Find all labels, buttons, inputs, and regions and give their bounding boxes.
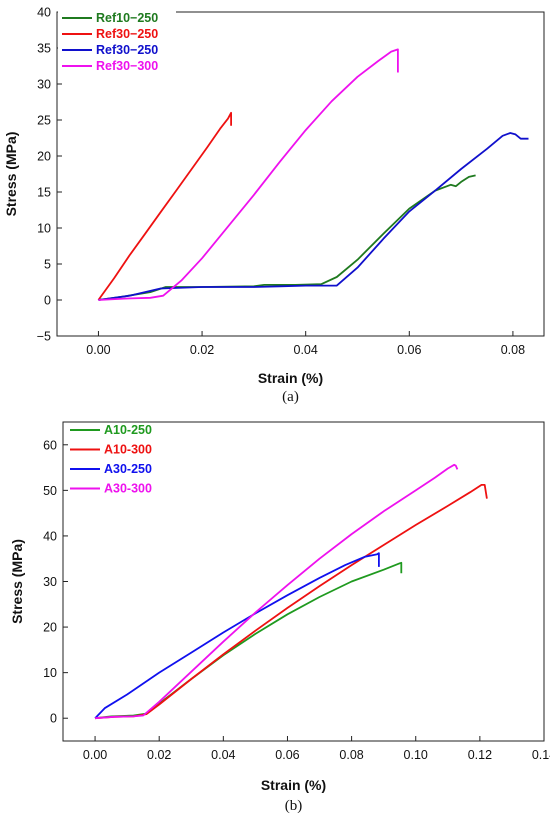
x-tick-label: 0.00 <box>83 748 107 762</box>
legend-label: A10-300 <box>104 443 152 457</box>
series-line <box>94 552 380 719</box>
x-tick-label: 0.10 <box>404 748 428 762</box>
series-line <box>98 48 399 301</box>
x-tick-label: 0.08 <box>501 343 525 357</box>
figure-caption: (b) <box>285 798 303 814</box>
legend-box <box>58 10 176 80</box>
y-axis-title: Stress (MPa) <box>9 539 25 624</box>
x-tick-label: 0.14 <box>532 748 550 762</box>
legend-label: Ref30−250 <box>96 43 158 57</box>
series-line <box>97 111 232 301</box>
series-line <box>95 484 488 720</box>
x-tick-label: 0.06 <box>397 343 421 357</box>
series-line <box>94 561 403 720</box>
y-tick-label: −5 <box>37 330 51 344</box>
x-axis-title: Strain (%) <box>258 370 323 386</box>
y-tick-label: 10 <box>43 666 57 680</box>
y-tick-label: 0 <box>50 712 57 726</box>
plot-frame <box>56 11 545 337</box>
series-line <box>98 174 476 301</box>
y-tick-label: 40 <box>43 529 57 543</box>
legend-label: A30-300 <box>104 482 152 496</box>
y-tick-label: 5 <box>44 258 51 272</box>
chart-b: 0 10 20 30 40 50 60 0.00 0.02 0.04 0.06 0.08 0.10 0.1… <box>9 421 550 814</box>
y-tick-label: 50 <box>43 484 57 498</box>
legend-label: A30-250 <box>104 462 152 476</box>
y-tick-label: 35 <box>37 42 51 56</box>
legend-label: Ref30−250 <box>96 27 158 41</box>
legend-label: Ref30−300 <box>96 59 158 73</box>
y-tick-label: 25 <box>37 114 51 128</box>
y-tick-label: 0 <box>44 294 51 308</box>
figure-caption: (a) <box>282 389 299 405</box>
series-line <box>98 132 529 301</box>
y-tick-label: 30 <box>43 575 57 589</box>
y-tick-label: 20 <box>43 621 57 635</box>
x-axis-title: Strain (%) <box>261 777 326 793</box>
y-tick-label: 15 <box>37 186 51 200</box>
x-tick-label: 0.02 <box>190 343 214 357</box>
y-tick-label: 10 <box>37 222 51 236</box>
x-tick-label: 0.04 <box>294 343 318 357</box>
legend-label: Ref10−250 <box>96 11 158 25</box>
y-tick-label: 20 <box>37 150 51 164</box>
y-tick-label: 40 <box>37 6 51 20</box>
x-tick-label: 0.12 <box>468 748 492 762</box>
legend-label: A10-250 <box>104 423 152 437</box>
y-axis-title: Stress (MPa) <box>3 132 19 217</box>
series-line <box>95 463 459 720</box>
x-tick-label: 0.02 <box>147 748 171 762</box>
chart-a: −5 0 5 10 15 20 25 30 35 40 0.00 0.02 0.04 0.06 0.08 St… <box>3 6 545 405</box>
x-tick-label: 0.04 <box>211 748 235 762</box>
y-tick-label: 30 <box>37 78 51 92</box>
x-tick-label: 0.08 <box>339 748 363 762</box>
x-tick-label: 0.00 <box>86 343 110 357</box>
x-tick-label: 0.06 <box>275 748 299 762</box>
y-tick-label: 60 <box>43 438 57 452</box>
